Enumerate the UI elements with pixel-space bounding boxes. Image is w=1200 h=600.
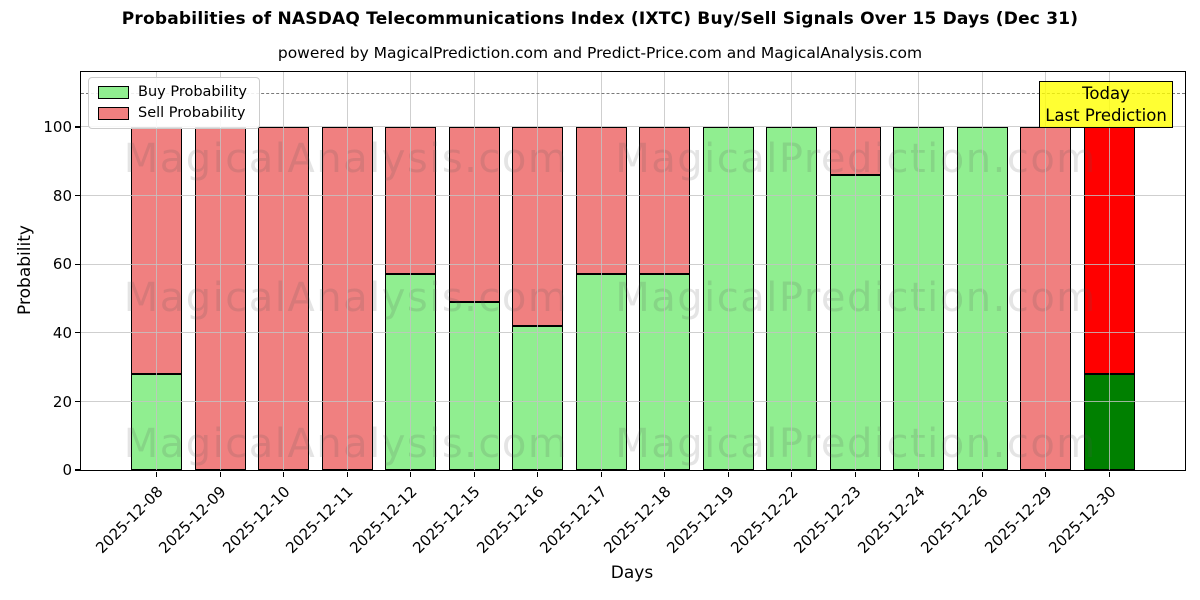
y-tick-label: 0 [62,461,72,480]
vertical-gridline [410,72,412,470]
x-tick-label: 2025-12-30 [1044,482,1120,558]
x-tick-mark [1108,471,1110,477]
horizontal-gridline [81,195,1185,197]
y-tick-label: 40 [52,324,72,343]
x-tick-label: 2025-12-12 [345,482,421,558]
vertical-gridline [981,72,983,470]
x-tick-mark [981,471,983,477]
vertical-gridline [918,72,920,470]
x-tick-mark [219,471,221,477]
x-tick-label: 2025-12-15 [409,482,484,558]
vertical-gridline [156,72,158,470]
x-tick-label: 2025-12-19 [663,482,738,558]
y-tick-mark [74,194,80,197]
x-tick-mark [918,471,920,477]
x-tick-label: 2025-12-23 [790,482,865,558]
x-tick-label: 2025-12-26 [917,482,993,558]
watermark-prediction-row2: MagicalPrediction.com [615,275,1097,321]
x-tick-mark [283,471,285,477]
vertical-gridline [791,72,793,470]
vertical-gridline [727,72,729,470]
x-tick-label: 2025-12-29 [981,482,1056,558]
x-tick-label: 2025-12-10 [218,482,294,558]
x-tick-mark [155,471,158,477]
legend-buy-label: Buy Probability [138,84,247,100]
x-tick-label: 2025-12-11 [282,482,357,558]
y-tick-mark [74,332,80,334]
x-tick-mark [664,471,666,477]
vertical-gridline [1045,72,1047,470]
vertical-gridline [854,72,856,470]
dashed-threshold-line [81,92,1185,94]
vertical-gridline [1108,72,1110,470]
watermark-analysis-row1: MagicalAnalysis.com [123,136,569,182]
y-tick-mark [74,263,80,265]
legend-sell-label: Sell Probability [138,105,246,121]
watermark-prediction-row3: MagicalPrediction.com [615,421,1097,467]
x-tick-mark [473,471,475,477]
vertical-gridline [664,72,666,470]
sell-swatch-icon [98,106,129,120]
horizontal-gridline [81,126,1185,128]
x-tick-label: 2025-12-16 [473,482,548,558]
horizontal-gridline [81,263,1185,265]
annotation-line2: Last Prediction [1045,105,1167,125]
vertical-gridline [283,72,285,470]
x-tick-mark [727,471,729,477]
y-tick-label: 80 [52,186,72,205]
y-tick-label: 100 [43,118,72,137]
x-tick-mark [791,471,793,477]
x-tick-mark [854,471,856,477]
y-tick-label: 60 [52,255,72,274]
x-tick-label: 2025-12-22 [727,482,802,558]
vertical-gridline [600,72,602,470]
buy-swatch-icon [98,85,129,99]
watermark-analysis-row2: MagicalAnalysis.com [123,275,569,321]
plot-area: MagicalAnalysis.com MagicalPrediction.com… [74,71,1186,477]
y-tick-mark [74,469,80,471]
x-tick-mark [600,471,602,477]
horizontal-gridline [81,400,1185,402]
y-tick-mark [74,400,80,402]
y-tick-label: 20 [52,392,72,411]
x-tick-mark [537,471,539,477]
horizontal-gridline [81,332,1185,334]
legend: Buy Probability Sell Probability [88,77,260,129]
x-tick-mark [410,471,412,477]
vertical-gridline [537,72,539,470]
legend-entry-buy: Buy Probability [98,84,247,100]
watermark-analysis-row3: MagicalAnalysis.com [123,421,569,467]
x-tick-label: 2025-12-09 [155,482,230,558]
watermark-prediction-row1: MagicalPrediction.com [615,136,1097,182]
annotation-line1: Today [1082,83,1130,103]
y-tick-mark [74,126,80,128]
legend-entry-sell: Sell Probability [98,105,247,121]
x-tick-mark [1045,471,1047,477]
x-axis-label: Days [610,563,654,583]
vertical-gridline [219,72,221,470]
vertical-gridline [473,72,475,470]
x-tick-label: 2025-12-24 [854,482,929,558]
x-tick-label: 2025-12-17 [536,482,611,558]
x-tick-label: 2025-12-08 [91,482,167,558]
vertical-gridline [346,72,348,470]
chart-subtitle: powered by MagicalPrediction.com and Pre… [277,44,923,62]
chart-title: Probabilities of NASDAQ Telecommunicatio… [121,9,1079,29]
x-tick-label: 2025-12-18 [600,482,675,558]
x-tick-mark [346,471,348,477]
today-annotation-box: Today Last Prediction [1039,81,1173,128]
